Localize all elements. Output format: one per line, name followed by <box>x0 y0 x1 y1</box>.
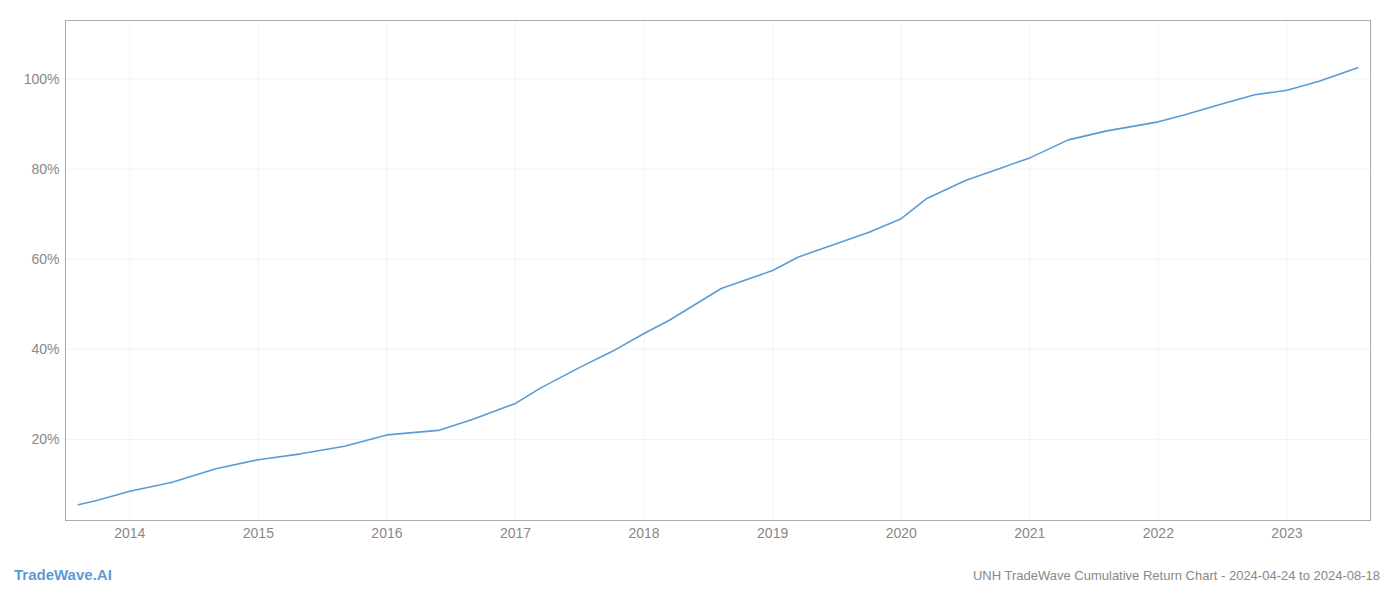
svg-text:2020: 2020 <box>886 525 917 541</box>
svg-text:20%: 20% <box>31 431 59 447</box>
svg-text:2018: 2018 <box>628 525 659 541</box>
svg-text:2015: 2015 <box>243 525 274 541</box>
svg-text:60%: 60% <box>31 251 59 267</box>
svg-text:2023: 2023 <box>1271 525 1302 541</box>
svg-text:80%: 80% <box>31 161 59 177</box>
svg-text:100%: 100% <box>24 71 60 87</box>
svg-text:2019: 2019 <box>757 525 788 541</box>
svg-text:2022: 2022 <box>1143 525 1174 541</box>
svg-text:2021: 2021 <box>1014 525 1045 541</box>
svg-text:40%: 40% <box>31 341 59 357</box>
svg-text:2016: 2016 <box>371 525 402 541</box>
svg-text:2014: 2014 <box>114 525 145 541</box>
svg-text:2017: 2017 <box>500 525 531 541</box>
html-text:TradeWave.AI: TradeWave.AI <box>14 566 112 583</box>
html-text:UNH TradeWave Cumulative Retur: UNH TradeWave Cumulative Return Chart - … <box>972 568 1380 583</box>
